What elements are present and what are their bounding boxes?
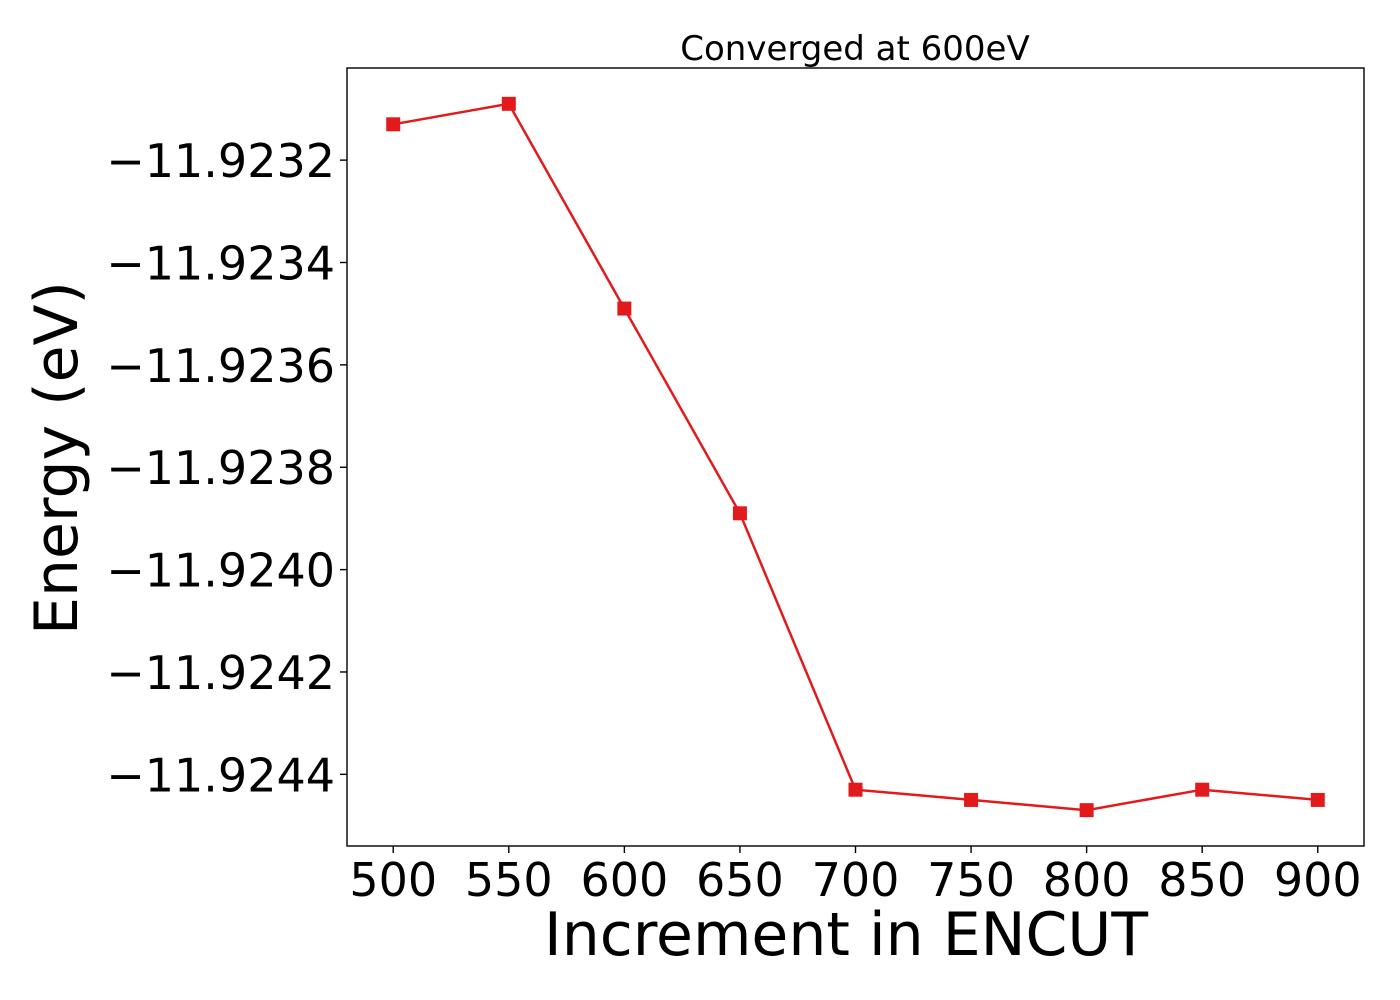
y-tick-label: −11.9236	[106, 339, 335, 393]
x-axis-label: Increment in ENCUT	[544, 900, 1148, 970]
y-axis-label: Energy (eV)	[22, 281, 92, 635]
data-point-marker	[386, 117, 401, 132]
x-tick-label: 800	[1043, 853, 1131, 907]
energy-series-markers	[386, 96, 1325, 818]
y-axis: −11.9232 −11.9234 −11.9236 −11.9238 −11.9240…	[106, 134, 347, 802]
data-point-marker	[1195, 782, 1210, 797]
chart-title: Converged at 600eV	[680, 29, 1029, 69]
x-tick-label: 550	[465, 853, 553, 907]
y-tick-label: −11.9238	[106, 441, 335, 495]
data-point-marker	[964, 792, 979, 807]
data-point-marker	[617, 301, 632, 316]
plot-area-frame	[346, 67, 1365, 847]
x-tick-label: 700	[812, 853, 900, 907]
x-tick-label: 650	[696, 853, 784, 907]
x-axis: 500 550 600 650 700 750 800 850 900	[349, 846, 1362, 907]
energy-series-line	[392, 102, 1318, 812]
x-tick-label: 900	[1274, 853, 1362, 907]
x-tick-label: 600	[580, 853, 668, 907]
y-tick-label: −11.9240	[106, 544, 335, 598]
y-tick-label: −11.9242	[106, 646, 335, 700]
x-tick-label: 850	[1158, 853, 1246, 907]
data-point-marker	[1310, 792, 1325, 807]
data-point-marker	[501, 96, 516, 111]
data-point-marker	[848, 782, 863, 797]
x-tick-label: 500	[349, 853, 437, 907]
data-point-marker	[732, 506, 747, 521]
y-tick-label: −11.9244	[106, 748, 335, 802]
y-tick-label: −11.9234	[106, 237, 335, 291]
data-point-marker	[1079, 803, 1094, 818]
y-tick-label: −11.9232	[106, 134, 335, 188]
x-tick-label: 750	[927, 853, 1015, 907]
